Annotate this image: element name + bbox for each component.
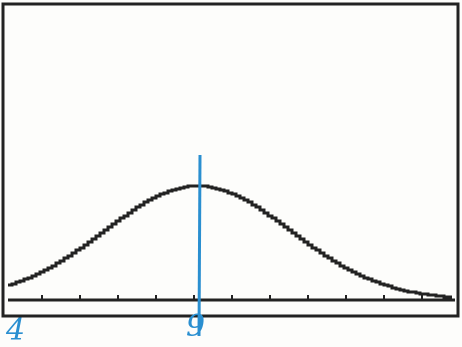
background xyxy=(0,0,462,347)
page: 4 9 (() => { const data = JSON.parse(doc… xyxy=(0,0,462,347)
calculator-screen: 4 9 xyxy=(0,0,462,347)
mean-label: 9 xyxy=(186,309,205,344)
left-label: 4 xyxy=(5,313,25,347)
